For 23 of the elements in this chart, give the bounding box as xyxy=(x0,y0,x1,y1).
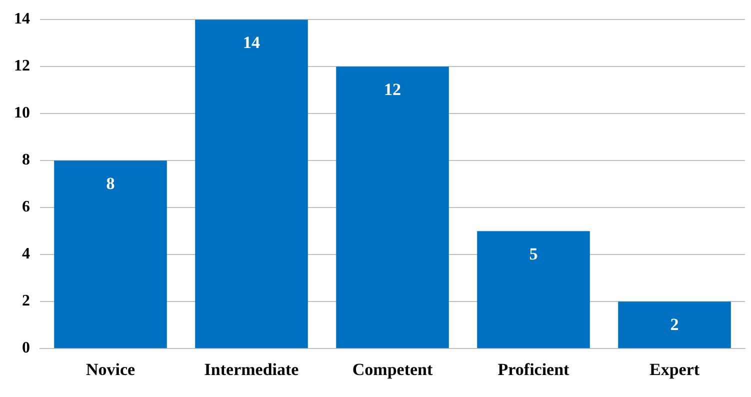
y-tick-label: 0 xyxy=(22,340,30,357)
x-tick-label: Competent xyxy=(352,360,433,380)
bar xyxy=(195,20,308,348)
y-tick-label: 4 xyxy=(22,246,30,263)
bar xyxy=(336,66,449,348)
x-tick-label: Novice xyxy=(86,360,136,380)
bar xyxy=(54,160,167,348)
x-tick-label: Expert xyxy=(649,360,700,380)
data-label: 8 xyxy=(106,174,115,193)
y-tick-label: 14 xyxy=(14,10,30,28)
bar xyxy=(618,302,731,348)
data-label: 14 xyxy=(243,32,260,52)
data-label: 2 xyxy=(670,314,679,334)
y-tick-label: 12 xyxy=(14,58,30,75)
bar xyxy=(477,231,590,348)
y-tick-label: 10 xyxy=(14,104,30,122)
y-tick-label: 6 xyxy=(22,198,30,216)
x-tick-label: Intermediate xyxy=(204,360,300,380)
data-label: 5 xyxy=(529,244,538,264)
y-tick-label: 8 xyxy=(22,152,30,169)
data-label: 12 xyxy=(384,80,401,99)
y-tick-label: 2 xyxy=(22,292,30,310)
x-tick-label: Proficient xyxy=(498,360,570,380)
